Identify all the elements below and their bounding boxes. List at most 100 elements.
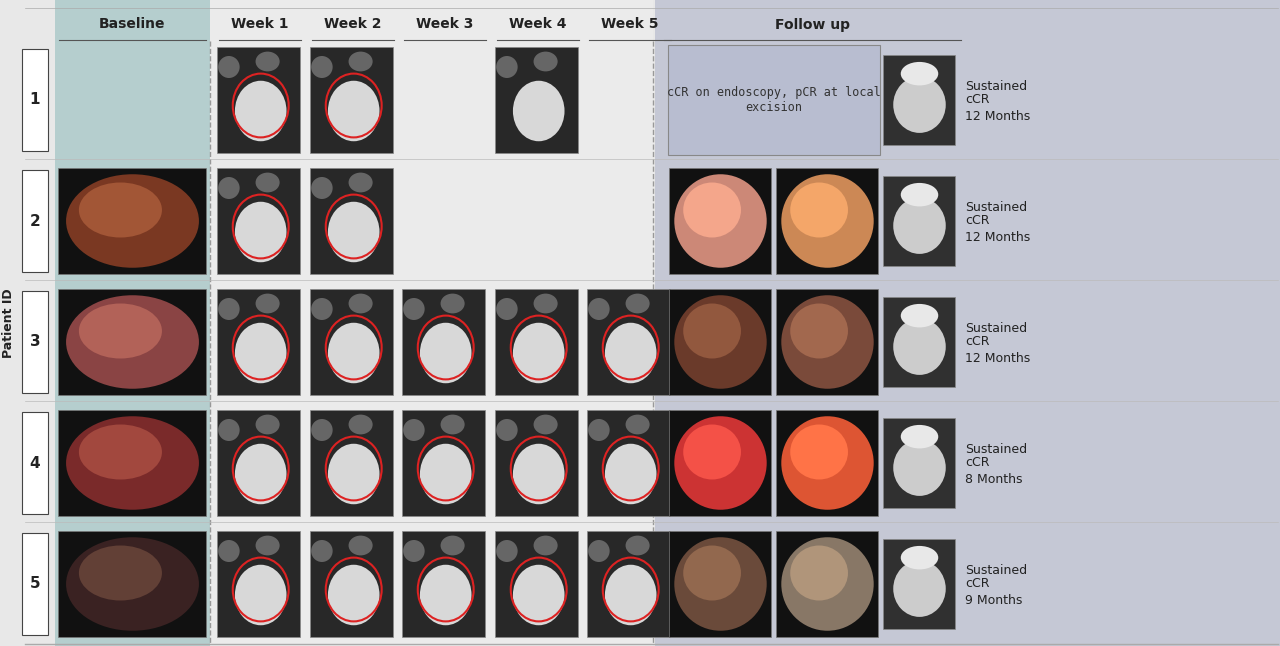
Ellipse shape: [893, 318, 946, 375]
Ellipse shape: [79, 545, 163, 601]
Text: Week 2: Week 2: [324, 17, 381, 32]
Ellipse shape: [605, 323, 657, 383]
Ellipse shape: [605, 565, 657, 625]
Ellipse shape: [403, 540, 425, 562]
Text: 12 Months: 12 Months: [965, 352, 1030, 365]
Ellipse shape: [626, 536, 650, 556]
Bar: [655, 0, 1280, 646]
Text: cCR: cCR: [965, 335, 989, 348]
Ellipse shape: [236, 81, 287, 141]
Ellipse shape: [79, 424, 163, 479]
Bar: [22, 533, 49, 635]
Bar: [669, 531, 771, 637]
Ellipse shape: [67, 537, 198, 630]
Bar: [402, 289, 485, 395]
Ellipse shape: [328, 323, 380, 383]
Ellipse shape: [440, 293, 465, 313]
Ellipse shape: [328, 444, 380, 505]
Ellipse shape: [348, 293, 372, 313]
Ellipse shape: [893, 439, 946, 496]
Ellipse shape: [497, 56, 517, 78]
Bar: [22, 170, 49, 272]
Ellipse shape: [348, 52, 372, 72]
Ellipse shape: [420, 444, 471, 505]
Text: Baseline: Baseline: [100, 17, 165, 32]
Bar: [402, 410, 485, 516]
Text: Week 3: Week 3: [416, 17, 474, 32]
Text: 5: 5: [29, 576, 40, 592]
Bar: [218, 47, 300, 153]
Ellipse shape: [497, 540, 517, 562]
Bar: [310, 168, 393, 274]
Bar: [669, 168, 771, 274]
Text: Patient ID: Patient ID: [3, 288, 15, 358]
Ellipse shape: [534, 536, 558, 556]
Text: cCR: cCR: [965, 577, 989, 590]
Text: cCR: cCR: [965, 456, 989, 469]
Ellipse shape: [513, 565, 564, 625]
Text: Sustained: Sustained: [965, 322, 1027, 335]
Ellipse shape: [781, 295, 874, 389]
Text: Week 5: Week 5: [602, 17, 659, 32]
Ellipse shape: [236, 202, 287, 262]
Ellipse shape: [218, 177, 239, 199]
Bar: [218, 531, 300, 637]
Ellipse shape: [218, 56, 239, 78]
Text: 4: 4: [29, 455, 40, 470]
Bar: [883, 176, 955, 266]
Ellipse shape: [403, 298, 425, 320]
Text: 3: 3: [29, 335, 40, 349]
Ellipse shape: [790, 424, 847, 479]
Text: Week 1: Week 1: [232, 17, 289, 32]
Ellipse shape: [534, 415, 558, 434]
Text: Sustained: Sustained: [965, 201, 1027, 214]
Bar: [669, 410, 771, 516]
Ellipse shape: [790, 545, 847, 601]
Bar: [58, 531, 206, 637]
Ellipse shape: [893, 198, 946, 254]
Bar: [58, 289, 206, 395]
Ellipse shape: [311, 419, 333, 441]
Bar: [218, 289, 300, 395]
Ellipse shape: [403, 419, 425, 441]
Ellipse shape: [901, 425, 938, 448]
Ellipse shape: [256, 52, 279, 72]
Ellipse shape: [534, 52, 558, 72]
Ellipse shape: [348, 536, 372, 556]
Bar: [776, 168, 878, 274]
Bar: [210, 0, 653, 646]
Text: cCR: cCR: [965, 93, 989, 106]
Ellipse shape: [588, 540, 609, 562]
Ellipse shape: [218, 540, 239, 562]
Bar: [310, 47, 393, 153]
Ellipse shape: [311, 540, 333, 562]
Ellipse shape: [311, 298, 333, 320]
Bar: [55, 0, 210, 646]
Ellipse shape: [790, 304, 847, 359]
Bar: [58, 410, 206, 516]
Bar: [310, 531, 393, 637]
Text: cCR: cCR: [965, 214, 989, 227]
Text: 2: 2: [29, 213, 41, 229]
Ellipse shape: [675, 416, 767, 510]
Text: 8 Months: 8 Months: [965, 473, 1023, 486]
Bar: [402, 531, 485, 637]
Ellipse shape: [901, 304, 938, 328]
Ellipse shape: [781, 416, 874, 510]
Ellipse shape: [256, 293, 279, 313]
Bar: [495, 289, 579, 395]
Text: Sustained: Sustained: [965, 80, 1027, 93]
Ellipse shape: [588, 419, 609, 441]
Ellipse shape: [684, 545, 741, 601]
Ellipse shape: [684, 424, 741, 479]
Ellipse shape: [256, 415, 279, 434]
Bar: [310, 410, 393, 516]
Ellipse shape: [79, 304, 163, 359]
Text: Sustained: Sustained: [965, 564, 1027, 577]
Bar: [588, 410, 669, 516]
Ellipse shape: [781, 174, 874, 267]
Ellipse shape: [256, 172, 279, 193]
Ellipse shape: [781, 537, 874, 630]
Ellipse shape: [513, 323, 564, 383]
Ellipse shape: [684, 304, 741, 359]
